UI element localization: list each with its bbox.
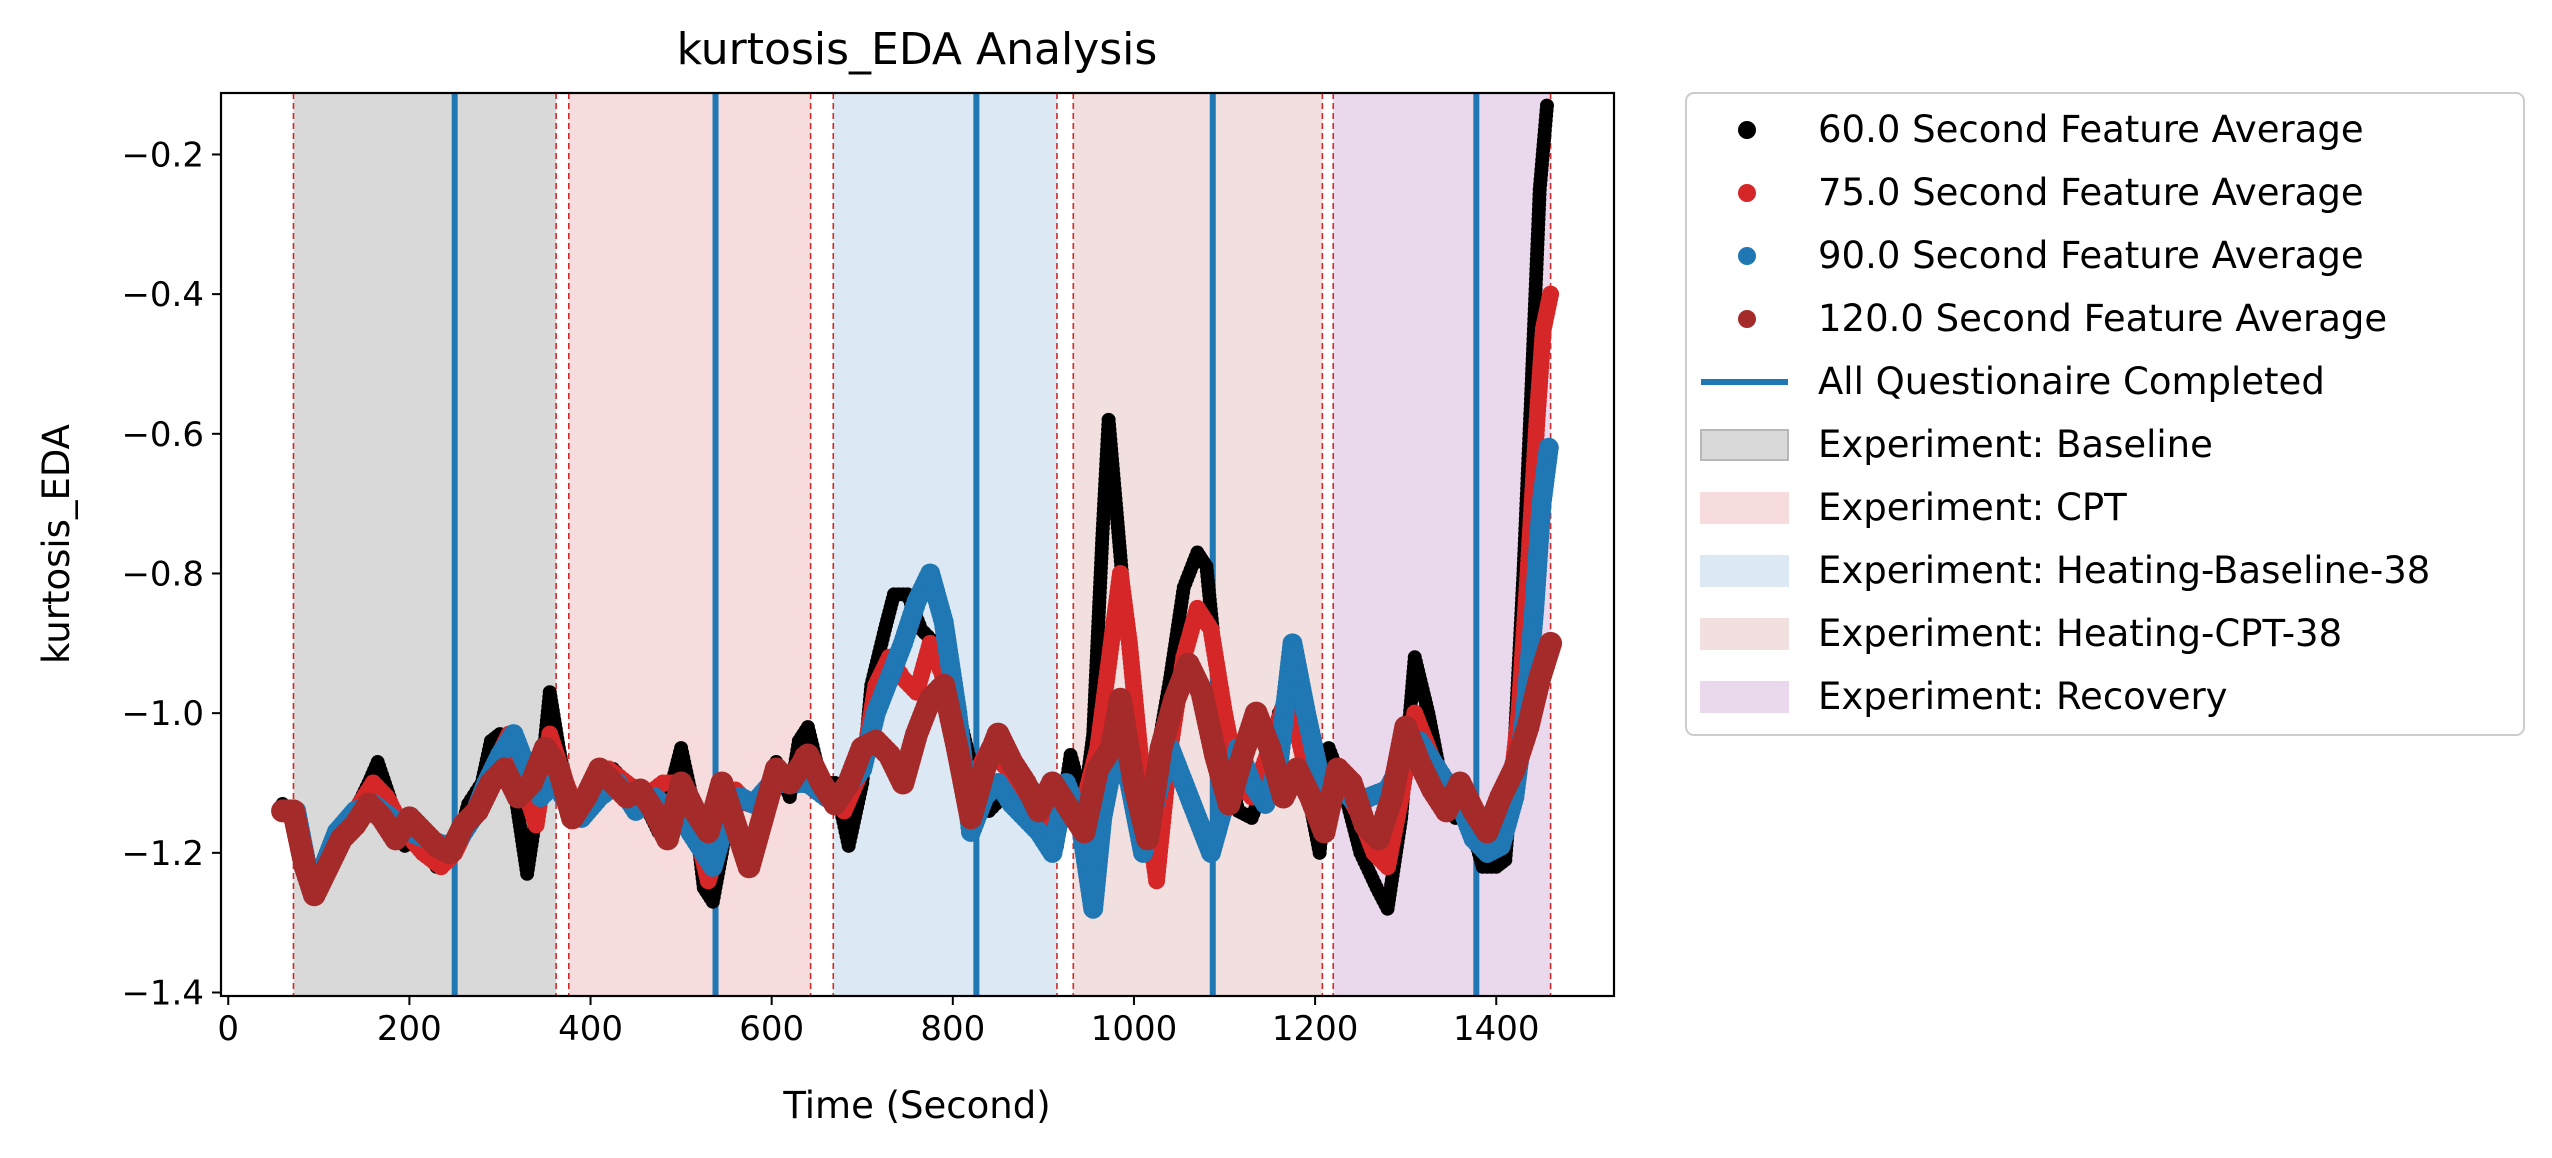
x-axis-ticks: 0 200 400 600 800 1000 1200 1400 [217, 996, 1540, 1049]
x-tick-label: 1200 [1272, 1009, 1359, 1049]
legend-label: 60.0 Second Feature Average [1818, 108, 2364, 151]
legend-label: Experiment: CPT [1818, 486, 2127, 529]
legend-patch [1700, 429, 1789, 461]
experiment-band [568, 93, 811, 996]
legend-marker [1738, 121, 1756, 139]
legend-patch [1700, 681, 1789, 713]
y-axis-label: kurtosis_EDA [35, 424, 78, 664]
legend-label: Experiment: Baseline [1818, 423, 2213, 466]
x-tick-label: 1000 [1091, 1009, 1178, 1049]
data-point [1539, 631, 1563, 655]
legend-patch [1700, 492, 1789, 524]
y-tick-label: −1.2 [121, 834, 204, 874]
legend-label: Experiment: Recovery [1818, 675, 2228, 718]
legend-marker [1738, 184, 1756, 202]
y-tick-label: −1.0 [121, 694, 204, 734]
experiment-band [833, 93, 1057, 996]
x-tick-label: 0 [217, 1009, 239, 1049]
legend-frame [1685, 92, 2525, 736]
y-tick-label: −0.4 [121, 275, 204, 315]
legend-label: 120.0 Second Feature Average [1818, 297, 2387, 340]
legend-label: All Questionaire Completed [1818, 360, 2325, 403]
data-point [1539, 98, 1554, 113]
data-point [1542, 285, 1560, 303]
y-axis-ticks: −1.4 −1.2 −1.0 −0.8 −0.6 −0.4 −0.2 [121, 135, 221, 1014]
legend-label: Experiment: Heating-Baseline-38 [1818, 549, 2430, 592]
legend-patch [1700, 555, 1789, 587]
legend-marker [1738, 310, 1756, 328]
experiment-band [1073, 93, 1323, 996]
x-tick-label: 200 [377, 1009, 442, 1049]
data-point [1538, 437, 1559, 458]
x-tick-label: 800 [920, 1009, 985, 1049]
series-group [271, 631, 1563, 907]
chart-title: kurtosis_EDA Analysis [677, 24, 1158, 75]
legend-marker [1738, 247, 1756, 265]
axes-frame [219, 91, 1616, 998]
legend-label: 75.0 Second Feature Average [1818, 171, 2364, 214]
x-axis-label: Time (Second) [782, 1084, 1050, 1127]
x-tick-label: 400 [558, 1009, 623, 1049]
y-tick-label: −0.2 [121, 135, 204, 175]
y-tick-label: −1.4 [121, 974, 204, 1014]
legend-patch [1700, 618, 1789, 650]
data-series [271, 98, 1563, 919]
legend: 60.0 Second Feature Average 75.0 Second F… [1685, 92, 2525, 736]
y-tick-label: −0.6 [121, 415, 204, 455]
experiment-boundary-lines [292, 93, 1552, 996]
x-tick-label: 1400 [1453, 1009, 1540, 1049]
legend-label: 90.0 Second Feature Average [1818, 234, 2364, 277]
x-tick-label: 600 [739, 1009, 804, 1049]
legend-label: Experiment: Heating-CPT-38 [1818, 612, 2342, 655]
y-tick-label: −0.8 [121, 554, 204, 594]
